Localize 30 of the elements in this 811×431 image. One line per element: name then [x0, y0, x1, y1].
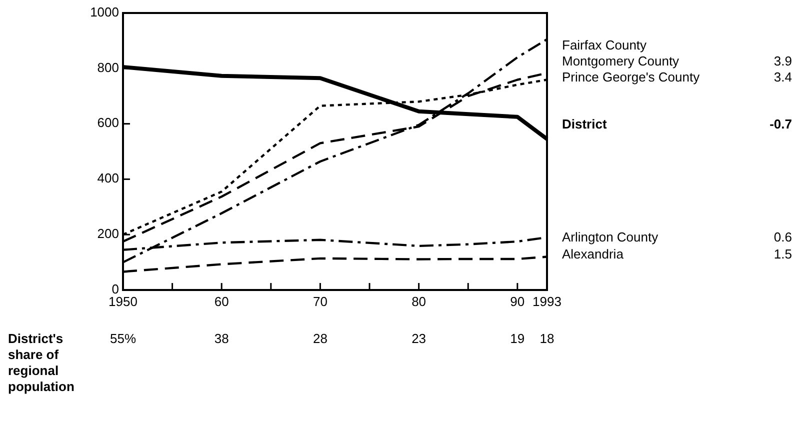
text: 19: [510, 331, 525, 346]
text: -0.7: [770, 116, 792, 132]
x-tick-label: 90: [510, 294, 525, 309]
text: 1.5: [774, 246, 792, 262]
y-tick-label: 600: [97, 115, 119, 130]
x-tick-label: 60: [214, 294, 229, 309]
text: 55%: [110, 331, 136, 346]
series-label: District: [562, 116, 608, 132]
y-tick-label: 800: [97, 60, 119, 75]
x-tick-label: 1950: [108, 294, 138, 309]
y-tick-label: 0: [112, 281, 119, 296]
y-tick-label: 400: [97, 170, 119, 186]
text: 18: [540, 331, 554, 346]
series-label: Arlington County: [562, 229, 659, 244]
text: 0.6: [774, 229, 792, 244]
text: District's share of regional population: [8, 331, 74, 394]
y-tick-label: 1000: [90, 4, 119, 20]
text: 23: [412, 331, 426, 346]
x-tick-label: 1993: [532, 294, 562, 309]
text: 38: [214, 331, 229, 346]
text: 3.4: [774, 69, 792, 84]
series-label: Fairfax County: [562, 37, 648, 52]
y-tick-label: 200: [97, 226, 119, 242]
x-tick-label: 80: [412, 294, 426, 309]
series-label: Alexandria: [562, 246, 624, 262]
text: 3.9: [774, 53, 792, 68]
series-label: Montgomery County: [562, 53, 680, 68]
series-label: Prince George's County: [562, 69, 700, 84]
x-tick-label: 70: [312, 294, 328, 309]
text: 28: [312, 331, 328, 346]
